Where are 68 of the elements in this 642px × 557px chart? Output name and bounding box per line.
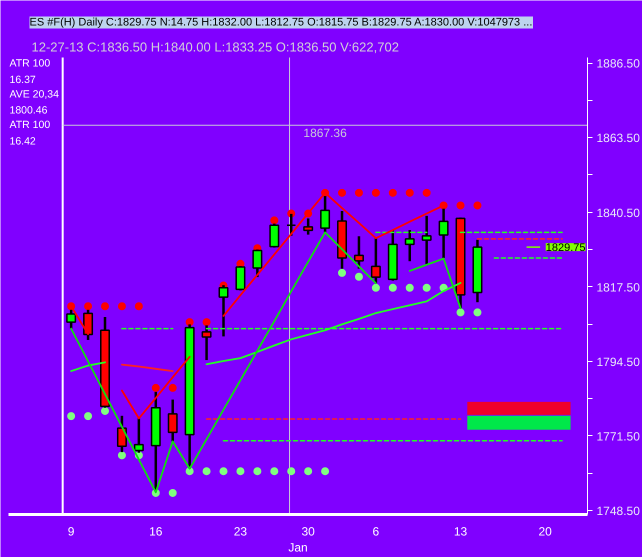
point: [253, 467, 262, 476]
point: [372, 188, 380, 197]
line-series: [121, 364, 174, 372]
point: [354, 272, 363, 281]
point: [202, 318, 211, 326]
point: [186, 318, 194, 326]
point: [67, 412, 76, 420]
text: ATR 100: [10, 119, 50, 132]
point: [287, 467, 296, 476]
point: [473, 308, 482, 316]
point: [101, 406, 109, 415]
point: [236, 467, 244, 476]
text: 16.37: [10, 74, 36, 86]
point: [338, 188, 346, 197]
point: [134, 302, 143, 310]
text: 16.42: [10, 136, 36, 148]
point: [84, 412, 92, 420]
point: [372, 284, 380, 292]
x-tick-label: 20: [538, 524, 552, 538]
point: [270, 216, 278, 224]
point: [270, 467, 278, 476]
x-tick-label: 13: [454, 524, 468, 538]
point: [304, 467, 312, 476]
text: 1800.46: [10, 104, 48, 117]
candlestick: [218, 284, 228, 338]
x-tick-label: 30: [301, 524, 316, 538]
ref-line-label: 1867.36: [303, 126, 348, 140]
candlestick: [354, 235, 364, 270]
y-tick-label: 1863.50: [596, 131, 640, 146]
point: [152, 384, 160, 392]
point: [388, 284, 397, 292]
point: [202, 467, 211, 476]
point: [406, 284, 414, 292]
chart-subtitle: 12-27-13 C:1836.50 H:1840.00 L:1833.25 O:1836.50 V:622,702: [32, 40, 399, 54]
text: AVE 20,34: [10, 88, 60, 100]
y-tick-label: 1817.50: [596, 280, 640, 294]
point: [473, 201, 482, 210]
y-tick-label: 1794.50: [596, 354, 640, 369]
chart-title: ES #F(H) Daily C:1829.75 N:14.75 H:1832.00 L:1812.75 O:1815.75 B:1829.75 A:1830.00 V:1047973 ...: [30, 16, 532, 28]
point: [321, 467, 330, 476]
y-tick-label: 1771.50: [596, 429, 640, 444]
y-tick-label: 1748.50: [596, 504, 640, 518]
candlestick: [168, 398, 178, 443]
x-tick-label: 9: [68, 524, 75, 538]
point: [168, 384, 177, 392]
point: [118, 451, 126, 460]
point: [168, 488, 177, 497]
text: ATR 100: [10, 58, 50, 70]
point: [456, 308, 465, 316]
x-axis-title: Jan: [288, 540, 308, 554]
x-tick-label: 6: [372, 524, 380, 538]
point: [101, 302, 109, 310]
point: [406, 188, 414, 197]
x-tick-label: 23: [234, 524, 248, 538]
point: [220, 467, 228, 476]
point: [118, 302, 126, 310]
y-tick-label: 1840.50: [596, 206, 640, 220]
point: [84, 302, 92, 310]
y-tick-label: 1886.50: [596, 56, 640, 71]
point: [422, 188, 431, 197]
candlestick: [422, 214, 432, 267]
point: [422, 284, 431, 292]
x-tick-label: 16: [149, 524, 163, 538]
point: [338, 268, 346, 277]
candlestick: [404, 228, 415, 262]
point: [354, 188, 363, 197]
point: [456, 201, 465, 210]
point: [388, 188, 397, 197]
